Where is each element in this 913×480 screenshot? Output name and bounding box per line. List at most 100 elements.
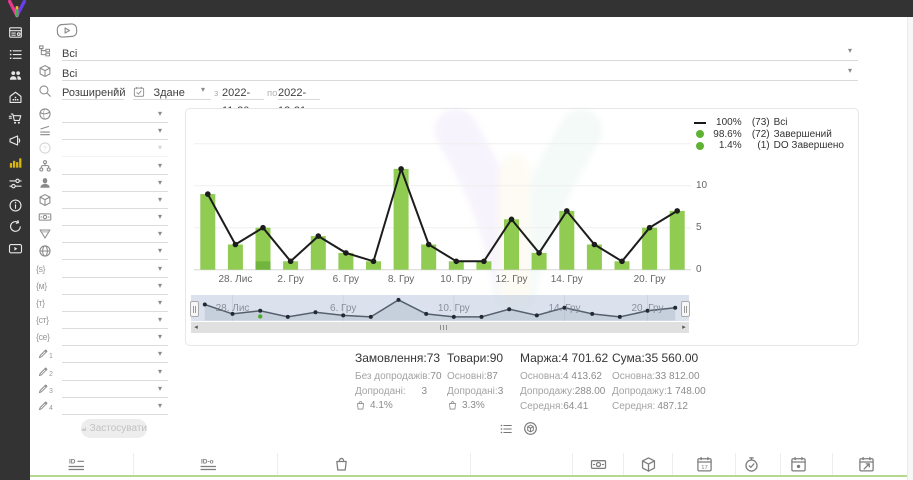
filter-select[interactable]: [62, 399, 168, 415]
id-eq-column-icon[interactable]: ID: [68, 456, 85, 473]
y-axis-label: 5: [696, 221, 702, 233]
sidebar-item-marketing[interactable]: [8, 133, 23, 148]
stat-title: Сума: 35 560.00: [612, 351, 699, 365]
basket-column-icon[interactable]: [333, 456, 350, 473]
filter-select[interactable]: [62, 347, 168, 363]
stat-group: Товари: 90 Основні: 87 Допродані: 3 3.3%: [447, 351, 503, 411]
sidebar-item-settings[interactable]: [8, 176, 23, 191]
orders-list-view-icon[interactable]: [499, 422, 513, 436]
stat-row: Середня: 64.41: [520, 401, 589, 412]
filter-select[interactable]: [62, 210, 168, 226]
stat-row: Допродажу: 288.00: [520, 386, 606, 397]
banknote-column-icon[interactable]: [590, 456, 607, 473]
filter-select[interactable]: [62, 107, 168, 123]
date-to-input[interactable]: 2022-12-21: [278, 83, 320, 117]
sitemap-icon: [38, 159, 52, 173]
filter-select[interactable]: [62, 176, 168, 192]
search-mode-value: Розширений: [62, 87, 126, 99]
filter-product-select[interactable]: Всі: [62, 64, 858, 81]
pencil-icon: [37, 382, 50, 395]
search-icon[interactable]: [38, 84, 52, 98]
pencil-icon: [37, 347, 50, 360]
play-badge-icon[interactable]: [55, 22, 79, 39]
chevron-down-icon: [158, 196, 162, 204]
filter-row: [36, 107, 170, 123]
filter-select[interactable]: [62, 159, 168, 175]
calendar-arrow-column-icon[interactable]: [858, 456, 875, 473]
cube-column-icon[interactable]: [640, 456, 657, 473]
date-type-select[interactable]: Здане: [133, 83, 211, 100]
navigator-handle-left[interactable]: [190, 301, 199, 317]
stat-group: Сума: 35 560.00 Основна: 33 812.00 Допродажу…: [612, 351, 706, 414]
sidebar-item-video[interactable]: [8, 241, 23, 256]
legend-item[interactable]: 98.6% (72) Завершений: [693, 129, 844, 141]
calendar-dot-column-icon[interactable]: [790, 456, 807, 473]
navigator-handle-right[interactable]: [681, 301, 690, 317]
chevron-down-icon: [158, 162, 162, 170]
filter-glyph: {s}: [36, 264, 46, 274]
filter-select[interactable]: [62, 365, 168, 381]
chart-card: 100% (73) Всі 98.6% (72) Завершений 1.4% (1) DO …: [185, 108, 859, 346]
filter-select[interactable]: [62, 279, 168, 295]
filter-row: 2: [36, 365, 170, 381]
filter-select[interactable]: [62, 330, 168, 346]
sidebar-item-sync[interactable]: [8, 219, 23, 234]
calendar-17-column-icon[interactable]: 17: [696, 456, 713, 473]
legend-item[interactable]: 100% (73) Всі: [693, 117, 844, 129]
x-axis-label: 2. Гру: [277, 274, 304, 285]
sidebar-item-info[interactable]: [8, 198, 23, 213]
scroll-left-icon[interactable]: [191, 322, 201, 333]
filter-product-value: Всі: [62, 68, 78, 80]
sidebar-item-customers[interactable]: [8, 68, 23, 83]
scroll-right-icon[interactable]: [679, 322, 689, 333]
chart-navigator[interactable]: 28. Лис 6. Гру 10. Гру 14. Гру 20. Гру: [190, 295, 690, 321]
filter-select[interactable]: [62, 193, 168, 209]
filter-status-value: Всі: [62, 48, 78, 60]
filter-glyph: {т}: [36, 298, 45, 308]
sidebar-item-statistics[interactable]: [8, 155, 23, 170]
sidebar-item-store[interactable]: [8, 90, 23, 105]
scrollbar-grip[interactable]: [440, 325, 447, 330]
column-divider: [832, 453, 833, 475]
globe-grid-icon: [38, 244, 52, 258]
filter-select[interactable]: [62, 227, 168, 243]
stopwatch-column-icon[interactable]: [743, 456, 760, 473]
filter-row: 4: [36, 399, 170, 415]
legend-swatch: [693, 141, 707, 150]
filter-row: 1: [36, 347, 170, 363]
chart-scrollbar[interactable]: [191, 322, 689, 333]
orders-chart[interactable]: [194, 115, 691, 271]
page-scrollbar[interactable]: [907, 17, 913, 480]
column-divider: [470, 453, 471, 475]
filter-select[interactable]: [62, 124, 168, 140]
sidebar-item-orders[interactable]: [8, 47, 23, 62]
chevron-down-icon: [201, 86, 205, 94]
stat-row: Допродані: 3: [355, 386, 427, 397]
brand-logo-icon[interactable]: [5, 0, 29, 19]
filter-row: 3: [36, 382, 170, 398]
stat-title: Маржа: 4 701.62: [520, 351, 609, 365]
filter-select[interactable]: [62, 262, 168, 278]
stat-row: Основна: 4 413.62: [520, 371, 602, 382]
chevron-down-icon: [158, 333, 162, 341]
filter-select[interactable]: [62, 296, 168, 312]
apply-button[interactable]: Застосувати: [81, 419, 147, 438]
filter-select[interactable]: [62, 244, 168, 260]
chevron-down-icon: [158, 213, 162, 221]
basket-icon: [355, 400, 366, 411]
filter-select[interactable]: [62, 313, 168, 329]
products-view-icon[interactable]: [523, 421, 538, 436]
id-o-column-icon[interactable]: ID-o: [200, 456, 217, 473]
filter-status-select[interactable]: Всі: [62, 44, 858, 61]
chevron-down-icon: [158, 299, 162, 307]
chevron-down-icon: [158, 247, 162, 255]
date-from-label: з: [214, 88, 219, 99]
chevron-down-icon: [158, 282, 162, 290]
sidebar-item-cart[interactable]: [8, 111, 23, 126]
sidebar-item-dashboard[interactable]: [8, 25, 23, 40]
filter-select[interactable]: [62, 382, 168, 398]
stat-title: Замовлення: 73: [355, 351, 441, 365]
search-mode-select[interactable]: Розширений: [62, 83, 126, 100]
legend-item[interactable]: 1.4% (1) DO Завершено: [693, 140, 844, 152]
date-from-input[interactable]: 2022-11-20: [222, 83, 264, 117]
